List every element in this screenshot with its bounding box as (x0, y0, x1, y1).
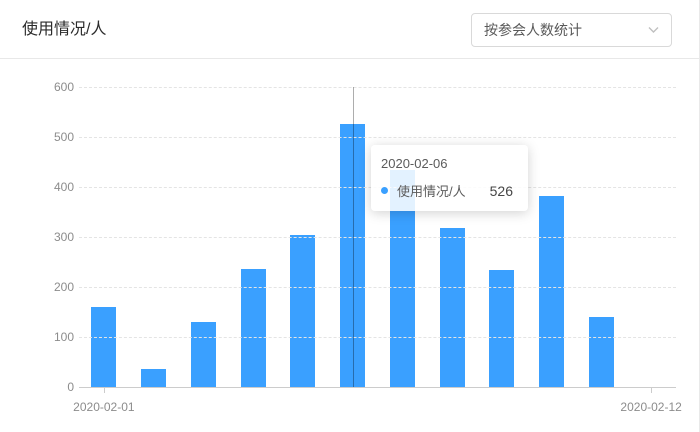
y-axis-label: 600 (53, 80, 74, 94)
y-axis-label: 300 (53, 230, 74, 244)
bar-2020-02-03[interactable] (190, 322, 216, 387)
bar-2020-02-02[interactable] (141, 369, 167, 387)
bar-2020-02-04[interactable] (240, 269, 266, 387)
gridline (79, 87, 676, 88)
chevron-down-icon (648, 27, 659, 33)
tooltip-date: 2020-02-06 (381, 156, 448, 171)
bar-2020-02-09[interactable] (489, 269, 515, 387)
usage-bar-chart: 2020-02-12 2020-02-01 600 500 400 300 200 100 0 … (0, 60, 699, 432)
axis-pointer-line (352, 87, 354, 387)
stat-type-select-value: 按参会人数统计 (484, 22, 582, 38)
bar-2020-02-11[interactable] (588, 317, 614, 387)
bar-2020-02-08[interactable] (439, 228, 465, 387)
gridline (79, 237, 676, 238)
x-axis-tick (103, 388, 105, 393)
page-title: 使用情况/人 (22, 21, 107, 38)
y-axis-label: 200 (53, 280, 74, 294)
series-dot-icon (381, 187, 388, 194)
card-header: 使用情况/人 按参会人数统计 (0, 0, 699, 59)
bar-2020-02-10[interactable] (539, 196, 565, 387)
bar-2020-02-05[interactable] (290, 234, 316, 387)
x-axis-line (79, 387, 676, 388)
bar-2020-02-06[interactable] (340, 124, 366, 387)
x-axis-label: 2020-02-01 (73, 400, 135, 414)
tooltip-series-label: 使用情况/人 (397, 184, 466, 199)
tooltip-series-value: 526 (489, 182, 513, 199)
tooltip-series-row: 使用情况/人 526 (381, 181, 513, 200)
y-axis-label: 400 (53, 180, 74, 194)
gridline (79, 287, 676, 288)
bar-2020-02-01[interactable] (91, 307, 117, 387)
x-axis-tick (651, 388, 653, 393)
y-axis-label: 0 (67, 380, 74, 394)
chart-tooltip: 2020-02-06 使用情况/人 526 (371, 145, 528, 211)
gridline (79, 337, 676, 338)
stat-type-select[interactable]: 按参会人数统计 (471, 13, 672, 47)
y-axis-label: 100 (53, 330, 74, 344)
gridline (79, 137, 676, 138)
y-axis-label: 500 (53, 130, 74, 144)
x-axis-label: 2020-02-12 (620, 400, 682, 414)
